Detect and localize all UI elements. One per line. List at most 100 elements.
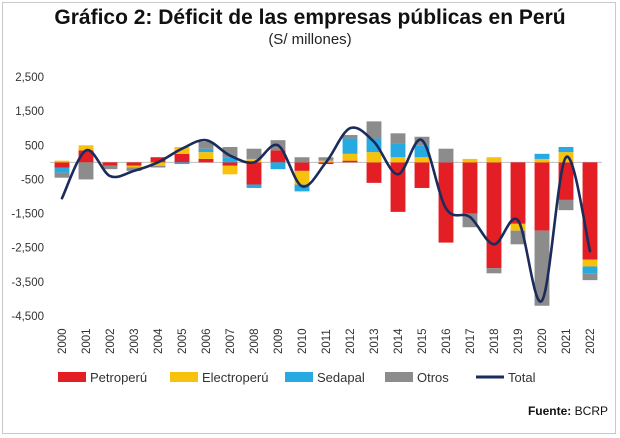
bar-electroperú-2006 <box>198 152 214 159</box>
bar-otros-2014 <box>390 133 406 144</box>
bar-electroperú-2007 <box>222 165 238 175</box>
y-tick-label: 500 <box>25 140 44 152</box>
legend-label: Sedapal <box>317 370 365 385</box>
x-tick-label: 2001 <box>81 328 93 354</box>
bar-otros-2013 <box>366 121 382 139</box>
bar-otros-2010 <box>294 157 310 163</box>
bar-petroperú-2015 <box>414 162 430 188</box>
bar-electroperú-2014 <box>390 157 406 163</box>
y-tick-label: -2,500 <box>11 243 44 255</box>
bar-electroperú-2019 <box>510 223 526 231</box>
bar-otros-2007 <box>222 146 238 158</box>
legend-label: Electroperú <box>202 370 268 385</box>
bar-petroperú-2004 <box>150 157 166 163</box>
bar-sedapal-2015 <box>414 145 430 158</box>
bar-petroperú-2019 <box>510 162 526 224</box>
bar-electroperú-2020 <box>534 158 550 163</box>
x-tick-label: 2015 <box>417 328 429 354</box>
bar-petroperú-2010 <box>294 162 310 171</box>
bar-sedapal-2005 <box>174 162 190 165</box>
y-tick-label: -1,500 <box>11 209 44 221</box>
bar-otros-2001 <box>78 162 94 180</box>
y-tick-label: 1,500 <box>15 106 44 118</box>
x-tick-label: 2012 <box>345 328 357 354</box>
x-tick-label: 2018 <box>489 328 501 354</box>
bar-petroperú-2008 <box>246 162 262 185</box>
x-tick-label: 2004 <box>153 328 165 354</box>
x-tick-label: 2009 <box>273 328 285 354</box>
x-tick-label: 2014 <box>393 328 405 354</box>
bar-petroperú-2007 <box>222 162 238 166</box>
x-tick-label: 2016 <box>441 328 453 354</box>
bar-otros-2008 <box>246 148 262 159</box>
bar-otros-2016 <box>438 148 454 163</box>
bar-otros-2006 <box>198 141 214 149</box>
x-tick-label: 2008 <box>249 328 261 354</box>
source-note: Fuente: BCRP <box>528 404 608 418</box>
bar-petroperú-2000 <box>54 162 70 168</box>
bar-petroperú-2003 <box>126 162 142 166</box>
bar-petroperú-2002 <box>102 162 118 166</box>
bar-electroperú-2008 <box>246 158 262 163</box>
legend-label: Otros <box>417 370 449 385</box>
y-tick-label: -3,500 <box>11 277 44 289</box>
chart-title: Gráfico 2: Déficit de las empresas públi… <box>54 6 566 29</box>
source-label: Fuente: <box>527 404 572 418</box>
bar-sedapal-2021 <box>558 146 574 153</box>
bar-otros-2004 <box>150 165 166 168</box>
bar-otros-2018 <box>486 268 502 274</box>
bar-otros-2011 <box>318 157 334 161</box>
y-tick-label: 2,500 <box>15 72 44 84</box>
x-tick-label: 2013 <box>369 328 381 354</box>
bar-otros-2000 <box>54 172 70 178</box>
bar-sedapal-2020 <box>534 153 550 159</box>
x-tick-label: 2022 <box>585 328 597 354</box>
legend-swatch-sedapal <box>285 372 313 382</box>
x-tick-label: 2000 <box>57 328 69 354</box>
bar-electroperú-2013 <box>366 152 382 163</box>
bar-otros-2002 <box>102 165 118 170</box>
source-value: BCRP <box>574 404 608 418</box>
x-tick-label: 2019 <box>513 328 525 354</box>
chart-subtitle: (S/ millones) <box>268 31 352 48</box>
bar-petroperú-2020 <box>534 162 550 231</box>
x-tick-label: 2020 <box>537 328 549 354</box>
bar-sedapal-2000 <box>54 167 70 173</box>
x-tick-label: 2002 <box>105 328 117 354</box>
bar-electroperú-2001 <box>78 145 94 151</box>
bar-sedapal-2022 <box>582 266 598 274</box>
x-tick-label: 2005 <box>177 328 189 354</box>
bar-petroperú-2012 <box>342 160 358 163</box>
bar-petroperú-2005 <box>174 153 190 163</box>
bar-petroperú-2001 <box>78 150 94 163</box>
total-line <box>60 126 592 303</box>
bar-petroperú-2018 <box>486 162 502 269</box>
bar-electroperú-2018 <box>486 157 502 163</box>
y-tick-label: -500 <box>21 174 44 186</box>
x-tick-label: 2006 <box>201 328 213 354</box>
legend-swatch-otros <box>385 372 413 382</box>
bar-petroperú-2016 <box>438 162 454 243</box>
x-tick-label: 2007 <box>225 328 237 354</box>
legend-swatch-petroperú <box>58 372 86 382</box>
x-tick-label: 2021 <box>561 328 573 354</box>
bar-sedapal-2009 <box>270 162 286 170</box>
bar-electroperú-2012 <box>342 153 358 161</box>
bar-otros-2012 <box>342 135 358 139</box>
bar-electroperú-2017 <box>462 158 478 163</box>
bar-otros-2003 <box>126 167 142 171</box>
bar-otros-2017 <box>462 213 478 228</box>
bar-electroperú-2000 <box>54 160 70 163</box>
x-tick-label: 2003 <box>129 328 141 354</box>
bar-sedapal-2012 <box>342 138 358 154</box>
bar-petroperú-2013 <box>366 162 382 183</box>
x-tick-label: 2017 <box>465 328 477 354</box>
bar-otros-2022 <box>582 273 598 281</box>
bar-sedapal-2010 <box>294 184 310 192</box>
bar-petroperú-2009 <box>270 150 286 163</box>
legend-label: Total <box>508 370 536 385</box>
legend-swatch-electroperú <box>170 372 198 382</box>
bar-sedapal-2007 <box>222 157 238 163</box>
bar-otros-2021 <box>558 199 574 211</box>
